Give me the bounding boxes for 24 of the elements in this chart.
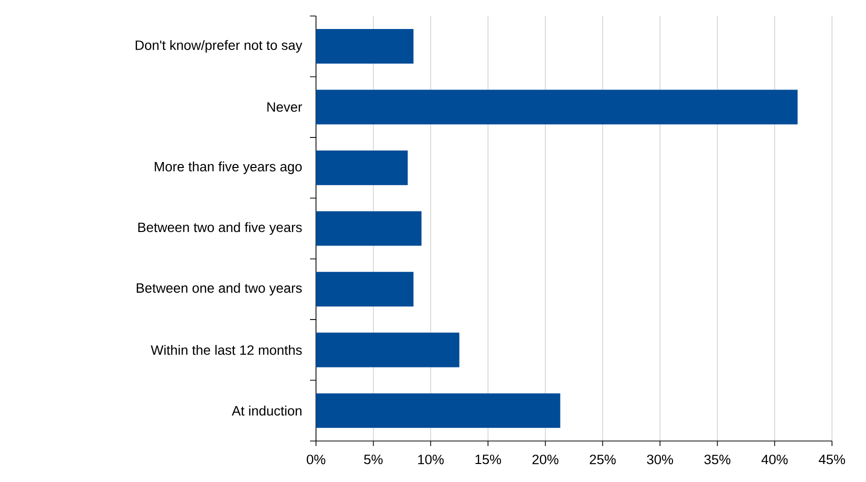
y-tick-label: Between two and five years: [138, 222, 302, 235]
y-tick-label: Within the last 12 months: [150, 344, 302, 355]
y-tick-label: Never: [267, 102, 302, 112]
bar: [316, 332, 460, 368]
y-tick-label: At induction: [232, 406, 302, 416]
x-tick-label: 35%: [704, 454, 730, 464]
bar: [316, 90, 798, 124]
bar: [316, 150, 408, 186]
x-tick-label: 25%: [590, 454, 616, 464]
x-tick-label: 0%: [306, 454, 326, 464]
x-tick-label: 30%: [647, 454, 674, 464]
bar: [316, 211, 422, 246]
bar: [316, 393, 560, 428]
x-tick-label: 40%: [761, 454, 788, 464]
x-tick-label: 20%: [532, 454, 558, 464]
x-tick-label: 45%: [818, 454, 846, 464]
bar: [316, 272, 414, 307]
x-tick-label: 5%: [364, 454, 383, 464]
y-tick-label: Don't know/prefer not to say: [136, 40, 302, 53]
y-tick-label: More than five years ago: [154, 161, 302, 174]
x-tick-label: 15%: [476, 454, 502, 464]
bar: [316, 29, 414, 64]
y-tick-label: Between one and two years: [136, 282, 302, 296]
x-tick-label: 10%: [418, 454, 444, 464]
